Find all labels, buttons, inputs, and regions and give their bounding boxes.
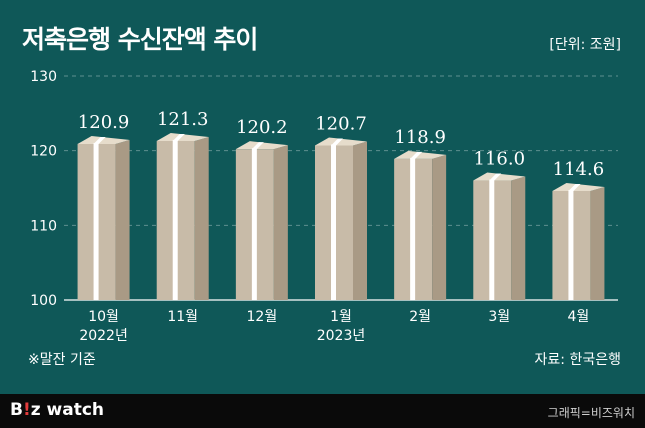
chart-title: 저축은행 수신잔액 추이 bbox=[22, 25, 258, 54]
graphic-credit: 그래픽=비즈워치 bbox=[547, 406, 635, 420]
bar-band bbox=[172, 139, 178, 300]
x-tick-label: 12월 bbox=[247, 309, 278, 325]
footnote: ※말잔 기준 bbox=[28, 352, 96, 368]
value-label: 116.0 bbox=[474, 149, 526, 170]
bar-band-top bbox=[410, 151, 423, 159]
bar-band bbox=[568, 189, 574, 300]
bar-side bbox=[432, 154, 447, 300]
bar-band bbox=[93, 142, 99, 300]
chart-area: 100 110 120 130 120.9 10월 2022년 121.3 11월 120.2 12… bbox=[30, 69, 618, 344]
bizwatch-logo: B!z watch bbox=[10, 400, 105, 420]
x-tick-label: 10월 bbox=[88, 309, 119, 325]
value-label: 120.7 bbox=[315, 113, 367, 134]
bar-side bbox=[511, 176, 526, 300]
source-label: 자료: 한국은행 bbox=[534, 352, 621, 368]
bar-side bbox=[115, 139, 130, 300]
bar-top bbox=[315, 137, 367, 146]
bar-top bbox=[394, 150, 447, 159]
bar-top bbox=[473, 172, 526, 181]
x-tick-label: 2월 bbox=[409, 309, 431, 325]
y-tick-label: 120 bbox=[30, 144, 57, 160]
bar-side bbox=[273, 145, 288, 300]
bar-band-top bbox=[568, 183, 581, 191]
bar-top bbox=[235, 141, 288, 150]
bar-band bbox=[251, 148, 257, 300]
x-tick-label: 1월 bbox=[330, 309, 352, 325]
footer-bar: B!z watch 그래픽=비즈워치 bbox=[0, 394, 645, 428]
x-tick-label: 11월 bbox=[167, 309, 198, 325]
bar-band-top bbox=[489, 173, 502, 181]
x-tick-label: 2023년 bbox=[317, 328, 366, 344]
value-label: 121.3 bbox=[157, 109, 209, 130]
y-tick-label: 110 bbox=[30, 218, 57, 234]
value-label: 114.6 bbox=[553, 159, 605, 180]
bar-band-top bbox=[331, 138, 343, 146]
value-label: 120.9 bbox=[78, 112, 130, 133]
unit-label: [단위: 조원] bbox=[549, 37, 621, 53]
value-label: 120.2 bbox=[236, 117, 288, 138]
bar-side bbox=[353, 141, 367, 300]
y-tick-label: 130 bbox=[30, 69, 57, 85]
bar-band bbox=[410, 157, 416, 300]
bar-band bbox=[489, 179, 495, 300]
bar-band-top bbox=[93, 136, 106, 144]
bar-side bbox=[590, 186, 605, 300]
bar-top bbox=[156, 132, 209, 141]
value-label: 118.9 bbox=[394, 127, 446, 148]
x-tick-label: 2022년 bbox=[79, 328, 128, 344]
bar-band-top bbox=[251, 142, 264, 150]
bar-top bbox=[552, 182, 605, 191]
x-tick-label: 3월 bbox=[488, 309, 510, 325]
x-tick-label: 4월 bbox=[568, 309, 590, 325]
bar-band bbox=[331, 144, 336, 300]
y-tick-label: 100 bbox=[30, 293, 57, 309]
bar-side bbox=[194, 136, 209, 300]
bar-band-top bbox=[172, 133, 185, 141]
bar-top bbox=[77, 135, 130, 144]
